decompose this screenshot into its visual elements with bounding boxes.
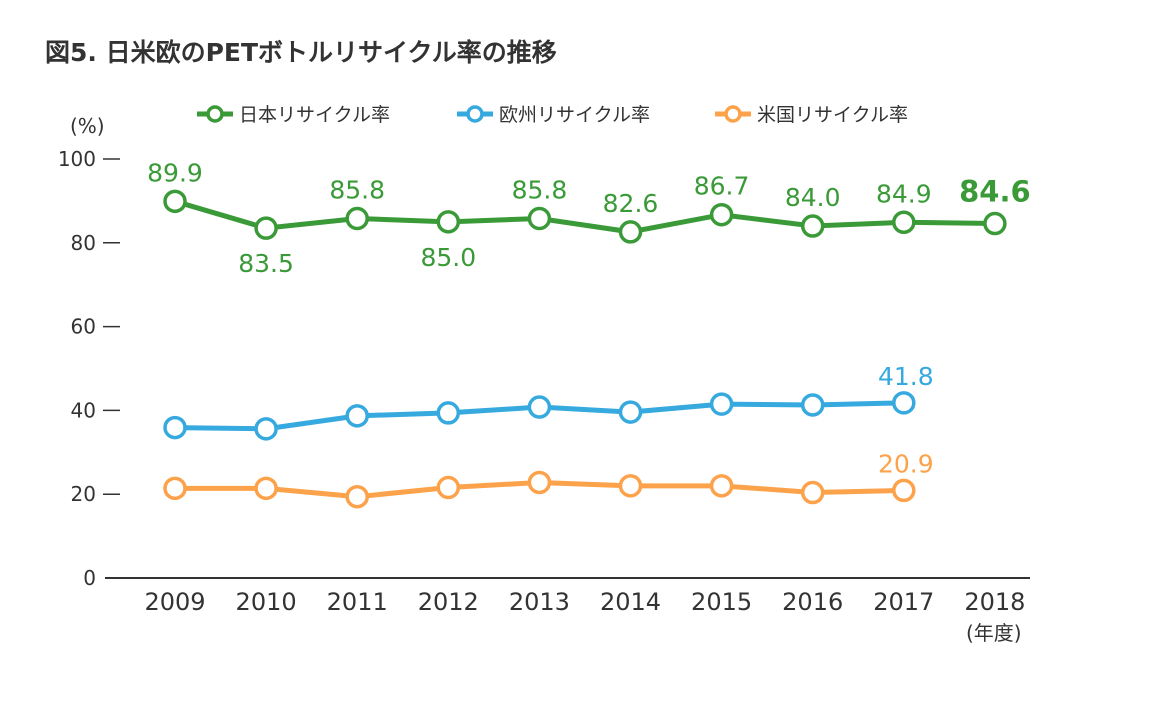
data-point xyxy=(709,202,734,227)
data-point xyxy=(345,484,369,509)
legend-label: 日本リサイクル率 xyxy=(239,104,390,126)
x-tick-label: 2017 xyxy=(873,588,934,616)
data-point xyxy=(254,476,278,501)
x-tick-label: 2013 xyxy=(509,588,570,616)
data-label: 89.9 xyxy=(147,158,203,187)
data-point xyxy=(163,415,187,440)
data-point xyxy=(527,395,552,419)
data-point xyxy=(618,400,643,424)
y-axis-label: (%) xyxy=(70,114,105,138)
chart-title: 図5. 日米欧のPETボトルリサイクル率の推移 xyxy=(45,38,557,67)
x-tick-label: 2009 xyxy=(144,588,205,616)
x-tick-label: 2015 xyxy=(691,588,752,616)
data-point xyxy=(436,210,461,234)
data-point xyxy=(163,189,187,214)
data-label: 84.9 xyxy=(876,179,932,208)
legend-marker xyxy=(206,105,224,123)
data-label: 20.9 xyxy=(878,449,934,478)
y-tick-label: 20 xyxy=(71,482,96,506)
data-point xyxy=(345,206,369,231)
y-tick-label: 80 xyxy=(71,231,96,255)
data-point xyxy=(163,476,187,501)
data-label: 85.8 xyxy=(329,175,385,204)
data-point xyxy=(618,474,643,498)
data-point xyxy=(254,417,278,441)
data-point xyxy=(618,220,643,244)
x-tick-label: 2018 xyxy=(964,588,1025,616)
y-tick-label: 0 xyxy=(83,566,96,590)
x-axis-label: (年度) xyxy=(966,621,1022,645)
data-point xyxy=(436,401,461,425)
data-label: 82.6 xyxy=(603,189,659,218)
data-point xyxy=(527,470,552,495)
data-label: 84.0 xyxy=(785,183,841,212)
data-label: 85.0 xyxy=(420,243,476,272)
data-point xyxy=(800,393,825,417)
data-point xyxy=(892,478,916,503)
series-line xyxy=(174,198,995,235)
x-tick-label: 2014 xyxy=(600,588,661,616)
x-tick-label: 2010 xyxy=(236,588,297,616)
legend-label: 欧州リサイクル率 xyxy=(499,104,650,126)
data-point xyxy=(892,391,916,415)
y-tick-label: 100 xyxy=(58,147,96,171)
data-point xyxy=(254,216,278,240)
data-point xyxy=(892,210,916,235)
legend-marker xyxy=(466,105,484,123)
data-point xyxy=(800,480,825,505)
data-label: 84.6 xyxy=(959,175,1031,209)
legend-label: 米国リサイクル率 xyxy=(757,104,908,126)
data-point xyxy=(709,474,734,498)
data-point xyxy=(436,475,461,500)
x-tick-label: 2011 xyxy=(327,588,388,616)
data-label: 85.8 xyxy=(512,175,568,204)
legend-marker xyxy=(724,105,742,123)
x-tick-label: 2012 xyxy=(418,588,479,616)
data-point xyxy=(345,404,369,428)
data-point xyxy=(709,392,734,416)
data-point xyxy=(800,214,825,238)
data-label: 83.5 xyxy=(238,249,294,278)
data-label: 41.8 xyxy=(878,362,934,391)
y-tick-label: 60 xyxy=(71,315,96,339)
x-tick-label: 2016 xyxy=(782,588,843,616)
data-point xyxy=(527,206,552,231)
data-point xyxy=(983,211,1007,236)
data-label: 86.7 xyxy=(694,172,750,201)
y-tick-label: 40 xyxy=(71,398,96,422)
